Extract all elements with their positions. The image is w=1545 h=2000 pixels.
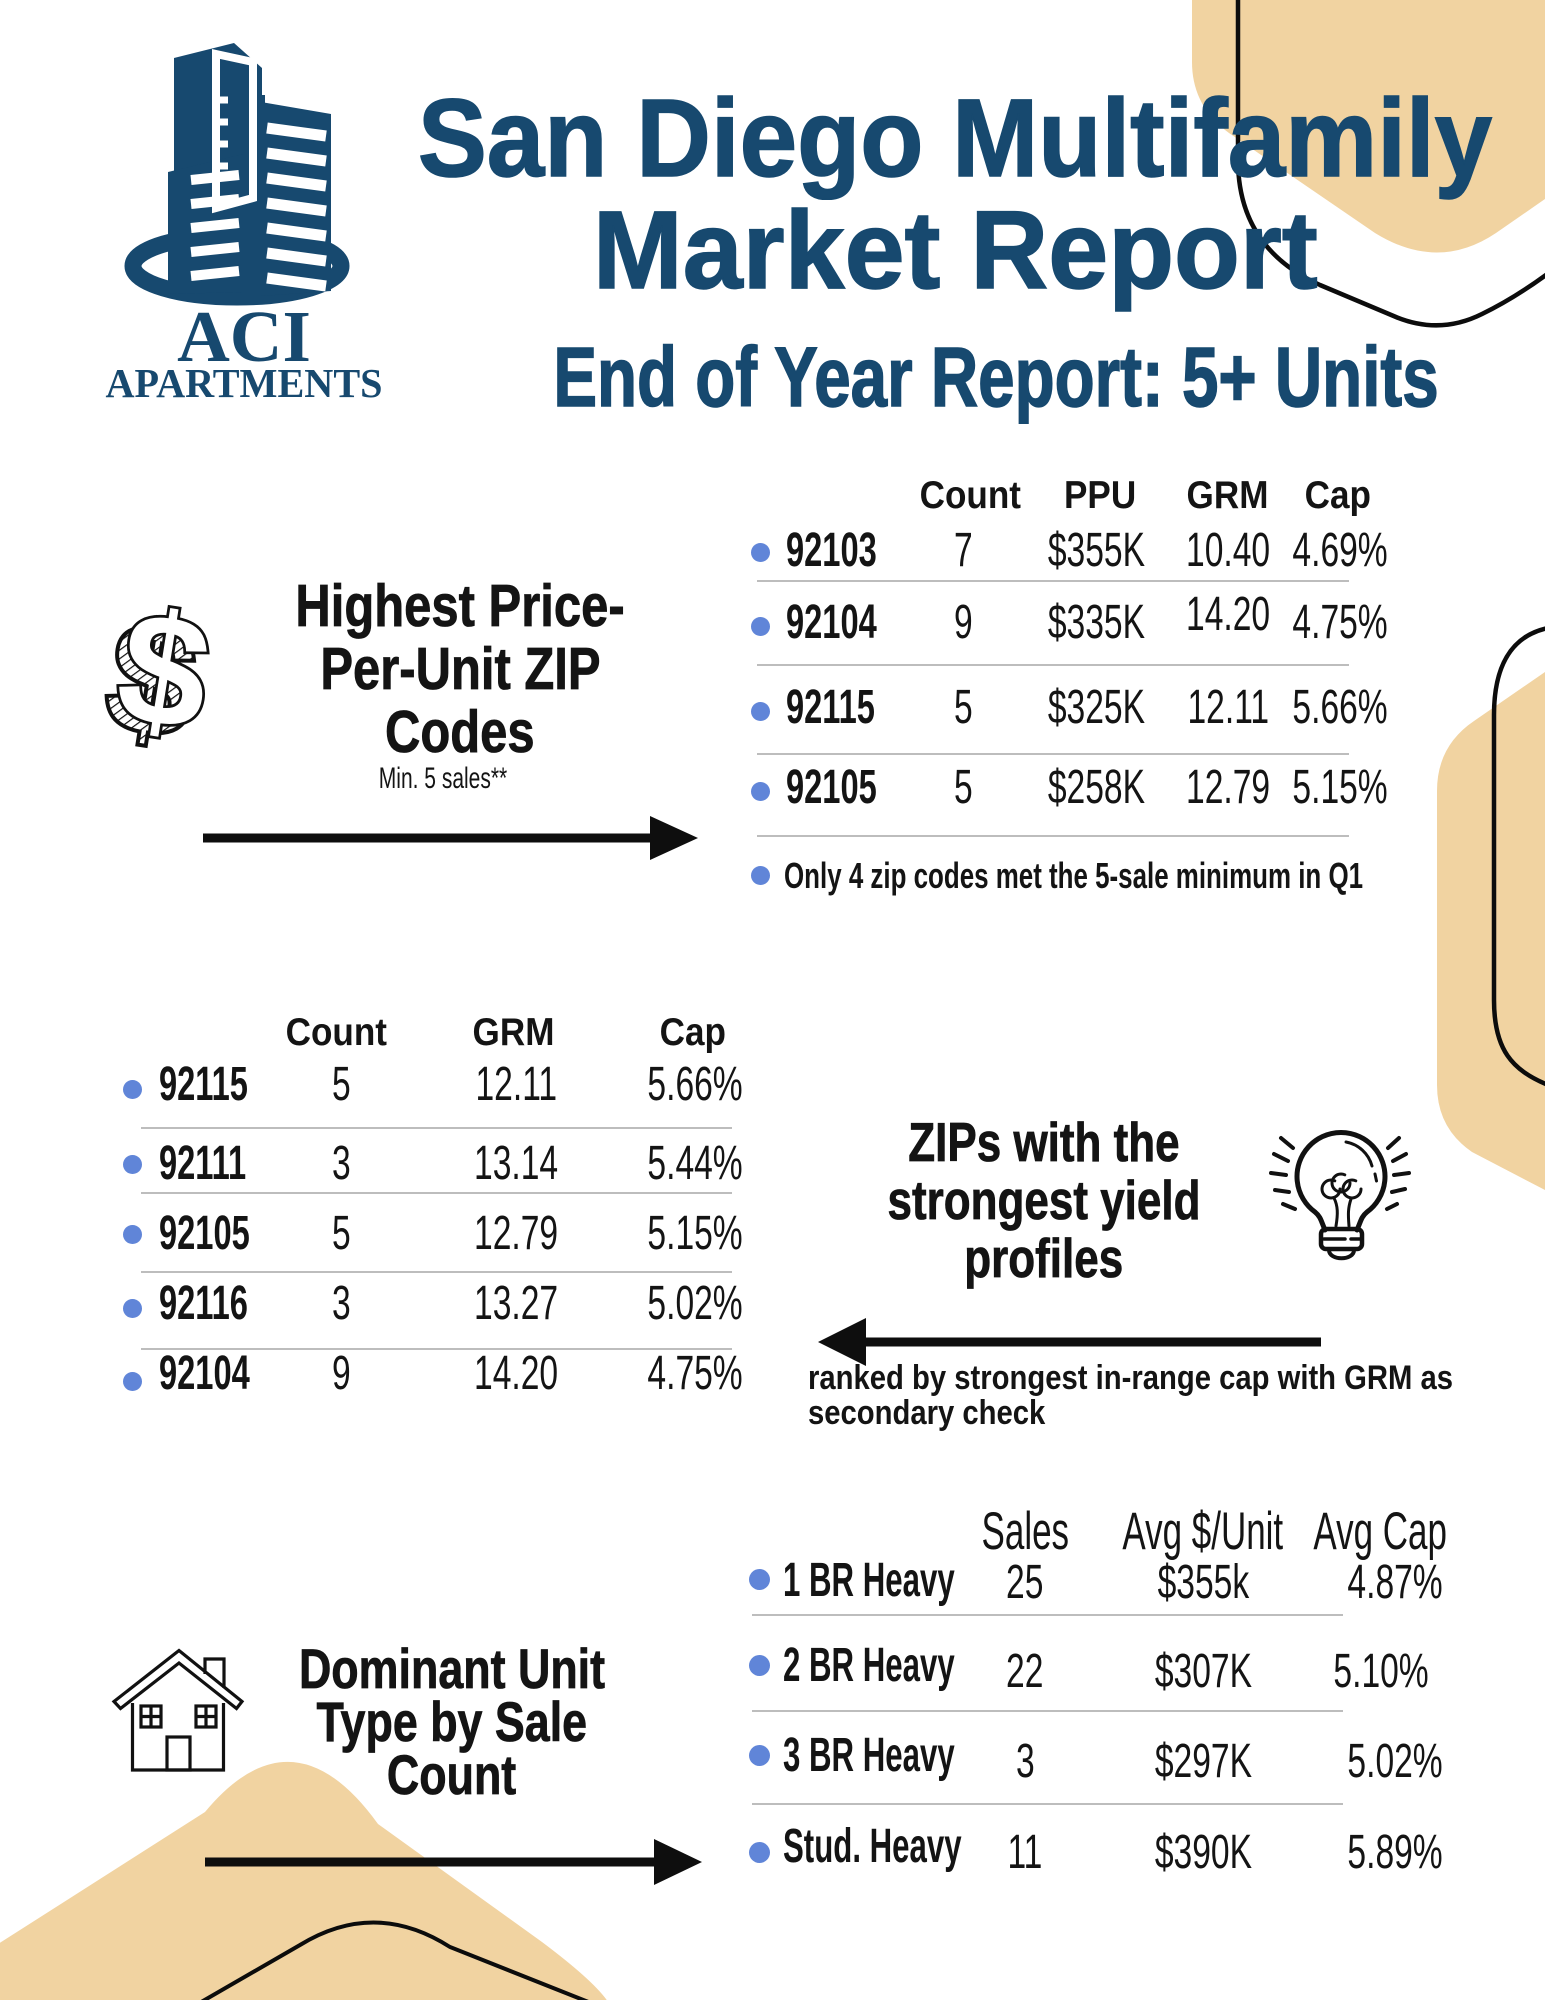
svg-text:ACI: ACI xyxy=(177,296,311,377)
svg-text:APARTMENTS: APARTMENTS xyxy=(106,360,383,406)
